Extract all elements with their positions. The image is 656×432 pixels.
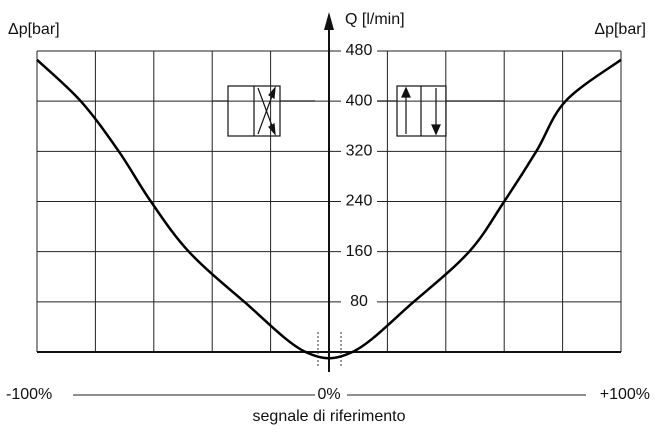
label-bg (341, 92, 377, 111)
y-tick-label: 80 (350, 293, 368, 310)
y-tick-label: 480 (346, 42, 373, 59)
left-label: Δp[bar] (8, 21, 60, 38)
axis-arrow (324, 12, 334, 30)
label-bg (341, 242, 377, 261)
x-tick-label: +100% (600, 386, 650, 403)
y-tick-label: 320 (346, 143, 373, 160)
x-tick-label: 0% (317, 386, 340, 403)
y-tick-label: 160 (346, 243, 373, 260)
y-tick-label: 240 (346, 193, 373, 210)
x-tick-label: -100% (6, 386, 52, 403)
right-label: Δp[bar] (594, 21, 646, 38)
y-tick-label: 400 (346, 92, 373, 109)
flow-curve (36, 58, 622, 360)
y-axis-label: Q [l/min] (345, 11, 405, 28)
label-bg (341, 192, 377, 211)
label-bg (341, 292, 377, 311)
label-bg (341, 42, 377, 60)
x-axis-label: segnale di riferimento (253, 408, 406, 425)
valve-symbol-cross (213, 85, 315, 137)
label-bg (341, 142, 377, 161)
